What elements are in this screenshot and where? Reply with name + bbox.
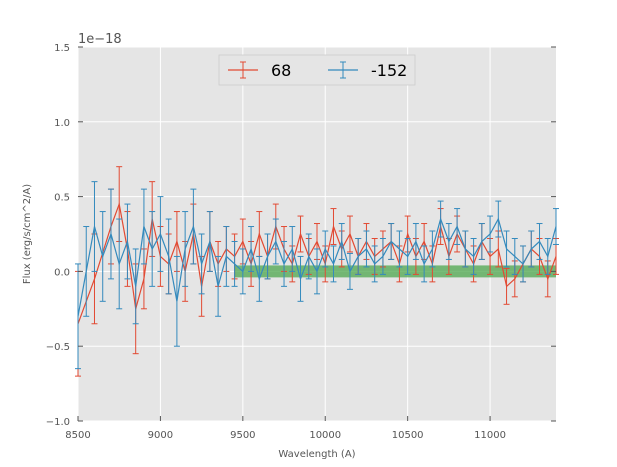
y-offset-label: 1e−18: [78, 32, 122, 47]
x-tick-label: 9000: [148, 430, 173, 441]
y-tick-label: −0.5: [46, 342, 70, 353]
x-tick-label: 9500: [230, 430, 255, 441]
legend-label-68: 68: [271, 61, 291, 80]
x-axis-label: Wavelength (A): [278, 449, 355, 460]
x-tick-label: 10000: [309, 430, 341, 441]
y-tick-label: −1.0: [46, 417, 70, 428]
y-tick-label: 1.5: [54, 43, 70, 54]
x-tick-label: 11000: [474, 430, 506, 441]
series-neg152: [75, 181, 559, 370]
legend-marker-neg152: [328, 61, 358, 79]
axes: 8500 9000 9500 10000 10500 11000 −1.0 −0.5 0.0 0.…: [46, 43, 556, 441]
band-layer: [234, 265, 556, 278]
y-axis-label: Flux (erg/s/cm^2/A): [22, 184, 33, 284]
y-tick-label: 0.0: [54, 267, 70, 278]
shaded-band: [234, 265, 556, 278]
x-tick-label: 10500: [392, 430, 424, 441]
legend: 68 -152: [218, 54, 416, 86]
legend-marker-68: [228, 61, 258, 79]
series-line: [77, 217, 557, 317]
y-tick-label: 1.0: [54, 118, 70, 129]
y-tick-label: 0.5: [54, 193, 70, 204]
series-layer: [75, 166, 559, 377]
x-tick-label: 8500: [65, 430, 90, 441]
legend-label-neg152: -152: [371, 61, 407, 80]
